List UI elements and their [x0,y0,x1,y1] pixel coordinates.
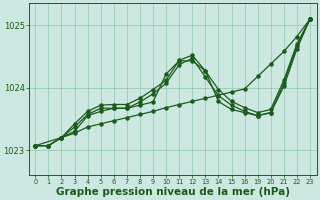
X-axis label: Graphe pression niveau de la mer (hPa): Graphe pression niveau de la mer (hPa) [56,187,290,197]
